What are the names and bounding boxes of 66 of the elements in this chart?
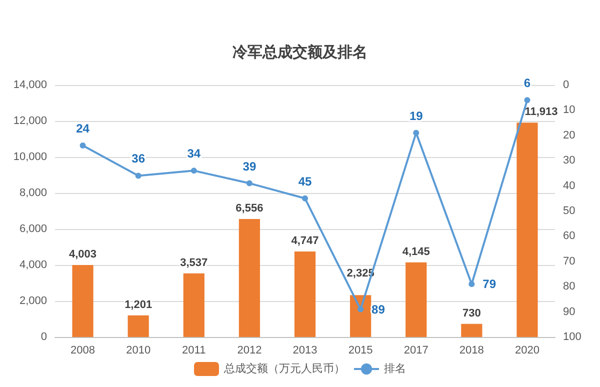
data-label: 11,913 (524, 106, 558, 118)
data-label: 19 (409, 108, 424, 123)
y2-tick-label: 80 (563, 280, 576, 293)
y2-tick-label: 90 (563, 306, 576, 318)
data-label: 4,145 (402, 246, 430, 258)
y-tick-label: 12,000 (13, 115, 47, 127)
legend-label: 总成交额（万元人民币） (223, 362, 345, 375)
y2-tick-label: 20 (563, 129, 576, 142)
data-label: 4,003 (69, 248, 97, 260)
y-tick-label: 2,000 (19, 295, 47, 307)
point (80, 142, 86, 148)
y2-tick-label: 40 (563, 180, 576, 192)
data-label: 45 (298, 174, 312, 188)
x-tick-label: 2008 (70, 344, 96, 356)
point (302, 195, 308, 202)
data-label: 36 (132, 152, 146, 166)
y2-tick-label: 100 (563, 331, 582, 343)
legend-label: 排名 (384, 363, 406, 375)
point (468, 281, 475, 288)
y2-tick-label: 30 (563, 154, 576, 167)
bar (516, 122, 538, 337)
bar (183, 273, 204, 337)
bar (128, 315, 149, 337)
point (358, 306, 364, 312)
bar (72, 264, 94, 337)
y2-tick-label: 60 (563, 230, 576, 242)
data-label: 1,201 (124, 298, 152, 311)
bar (294, 252, 316, 337)
bar (461, 324, 482, 337)
x-tick-label: 2013 (292, 344, 318, 356)
chart-title: 冷军总成交额及排名 (232, 43, 368, 61)
data-label: 730 (462, 307, 481, 320)
point (190, 168, 197, 174)
point (413, 130, 420, 136)
y2-tick-label: 0 (563, 79, 570, 91)
point (246, 180, 252, 186)
y2-tick-label: 10 (563, 104, 576, 116)
data-label: 89 (372, 302, 386, 316)
data-label: 4,747 (291, 235, 319, 248)
y2-tick-label: 70 (563, 255, 576, 268)
data-label: 39 (242, 159, 256, 174)
x-tick-label: 2018 (459, 344, 484, 356)
y-tick-label: 4,000 (19, 259, 47, 271)
y-tick-label: 6,000 (19, 223, 47, 235)
x-tick-label: 2020 (514, 344, 540, 356)
y-tick-label: 0 (40, 331, 47, 343)
x-tick-label: 2010 (126, 344, 151, 356)
y-tick-label: 8,000 (19, 187, 47, 199)
data-label: 79 (482, 277, 496, 292)
bar (350, 295, 372, 337)
y-tick-label: 10,000 (13, 151, 47, 163)
x-tick-label: 2017 (404, 344, 428, 356)
y-tick-label: 14,000 (13, 79, 47, 91)
y2-tick-label: 50 (563, 205, 576, 217)
point (135, 172, 142, 179)
bar (406, 262, 427, 337)
point (524, 97, 530, 104)
x-tick-label: 2011 (182, 344, 206, 356)
data-label: 6 (524, 76, 531, 90)
data-label: 6,556 (236, 202, 264, 214)
x-tick-label: 2015 (348, 344, 373, 356)
data-label: 34 (187, 146, 201, 161)
x-tick-label: 2012 (237, 344, 262, 356)
data-label: 24 (76, 121, 90, 136)
bar (238, 218, 260, 337)
data-label: 3,537 (180, 256, 208, 269)
